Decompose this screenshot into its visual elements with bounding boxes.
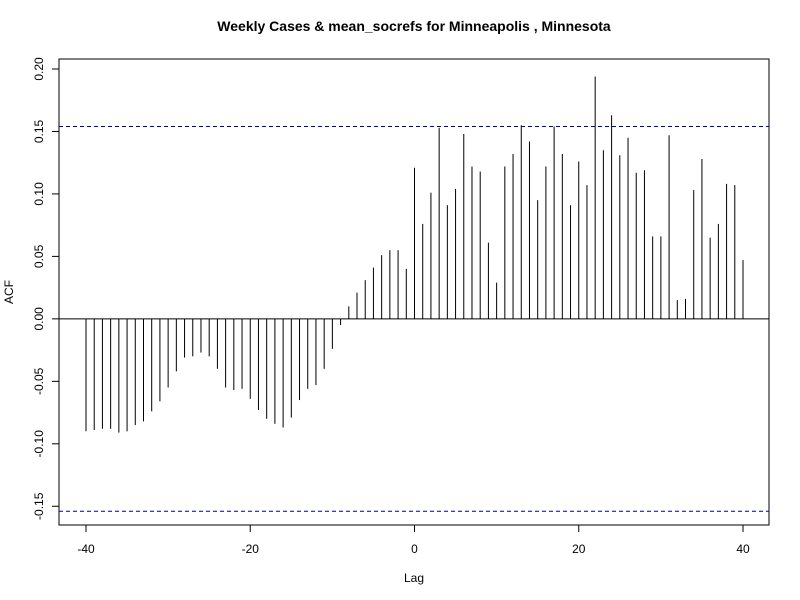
y-tick-label: 0.00 [32, 307, 46, 331]
x-tick-label: 0 [411, 542, 418, 556]
y-tick-label: 0.20 [32, 57, 46, 81]
y-axis: -0.15 -0.10 -0.05 0.00 0.05 0.10 0.15 0.20 [32, 57, 60, 520]
x-tick-label: -40 [77, 542, 95, 556]
y-tick-label: 0.15 [32, 119, 46, 143]
x-axis: -40 -20 0 20 40 [77, 524, 750, 556]
acf-bars [85, 76, 744, 433]
x-tick-label: 40 [736, 542, 750, 556]
y-axis-label: ACF [2, 280, 16, 304]
x-tick-label: 20 [572, 542, 586, 556]
y-tick-label: 0.05 [32, 244, 46, 268]
x-axis-label: Lag [404, 571, 424, 585]
y-tick-label: -0.10 [32, 430, 46, 458]
y-tick-label: -0.05 [32, 367, 46, 395]
y-tick-label: 0.10 [32, 182, 46, 206]
chart-title: Weekly Cases & mean_socrefs for Minneapo… [217, 18, 611, 34]
x-tick-label: -20 [242, 542, 260, 556]
y-tick-label: -0.15 [32, 492, 46, 520]
